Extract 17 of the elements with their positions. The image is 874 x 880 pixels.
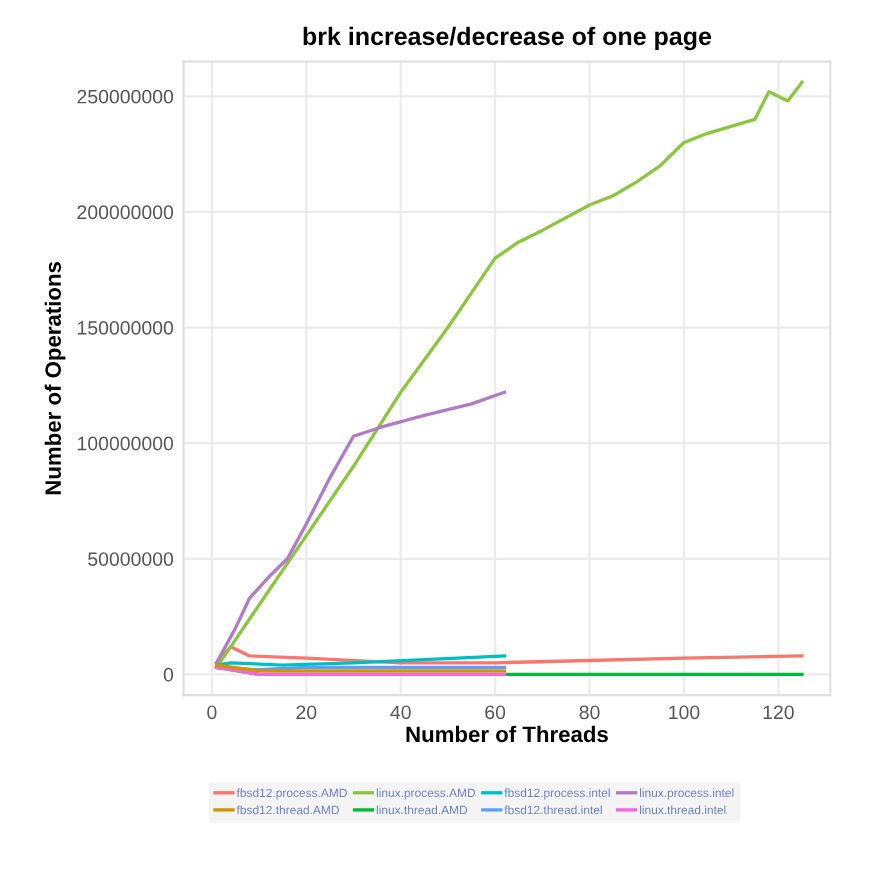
line-series <box>214 390 507 665</box>
y-tick-label: 250000000 <box>77 89 174 104</box>
chart-title: brk increase/decrease of one page <box>303 26 712 51</box>
y-tick-label: 200000000 <box>77 205 174 220</box>
y-tick-label: 150000000 <box>77 320 174 335</box>
x-tick-label: 0 <box>207 705 217 720</box>
y-axis-title: Number of Operations <box>44 262 66 495</box>
x-tick-label: 80 <box>579 705 600 720</box>
x-tick-label: 20 <box>296 705 317 720</box>
y-tick-label: 50000000 <box>88 552 174 566</box>
y-tick-label: 100000000 <box>77 436 174 451</box>
x-tick-label: 120 <box>763 705 794 720</box>
x-tick-label: 100 <box>669 705 700 720</box>
x-tick-label: 60 <box>485 705 506 720</box>
x-tick-label: 40 <box>390 705 411 720</box>
x-axis-title: Number of Threads <box>406 725 608 743</box>
y-tick-label: 0 <box>163 667 174 682</box>
